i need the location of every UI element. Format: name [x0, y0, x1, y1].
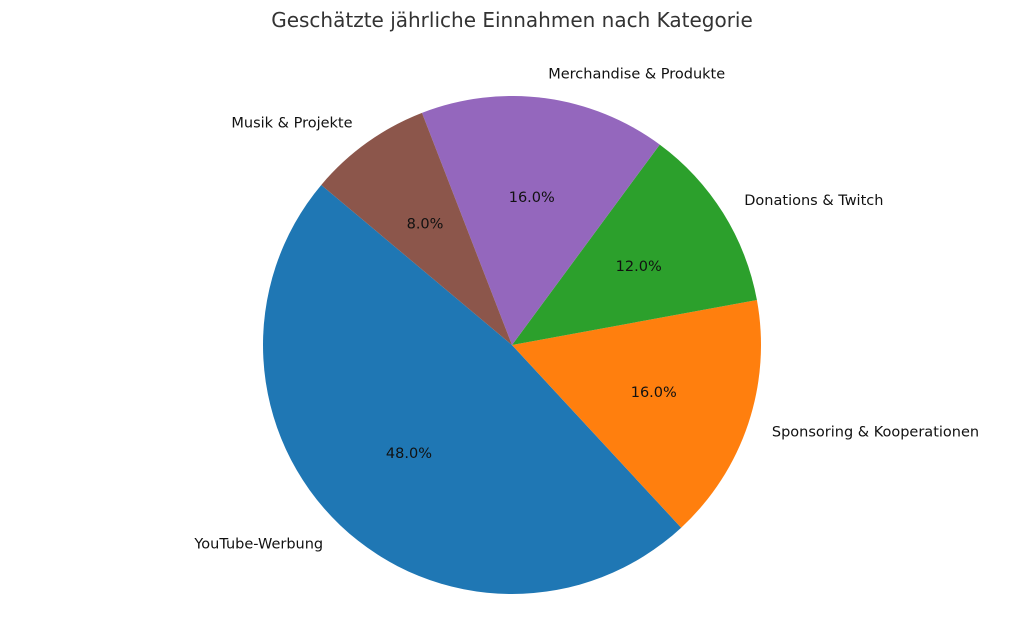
slice-label-merchandise-produkte: Merchandise & Produkte	[548, 67, 725, 83]
pie-slices	[262, 95, 761, 595]
slice-label-youtube-werbung: YouTube-Werbung	[193, 536, 323, 552]
pie-slice-musik-projekte	[321, 112, 512, 345]
pct-label-merchandise-produkte: 16.0%	[509, 190, 555, 206]
pie-slice-youtube-werbung	[262, 184, 682, 595]
pct-label-sponsoring-kooperationen: 16.0%	[631, 385, 677, 401]
pie-labels: 48.0% YouTube-Werbung 16.0% Sponsoring & Ko…	[193, 67, 979, 553]
slice-label-donations-twitch: Donations & Twitch	[744, 193, 883, 209]
pie-slice-merchandise-produkte	[421, 95, 660, 345]
pct-label-youtube-werbung: 48.0%	[386, 446, 432, 462]
slice-label-sponsoring-kooperationen: Sponsoring & Kooperationen	[772, 424, 979, 440]
pct-label-musik-projekte: 8.0%	[407, 217, 444, 233]
slice-label-musik-projekte: Musik & Projekte	[231, 115, 352, 131]
pie-slice-sponsoring-kooperationen	[512, 300, 761, 528]
pct-label-donations-twitch: 12.0%	[616, 259, 662, 275]
pie-slice-donations-twitch	[512, 144, 757, 345]
chart-title: Geschätzte jährliche Einnahmen nach Kate…	[271, 8, 753, 32]
